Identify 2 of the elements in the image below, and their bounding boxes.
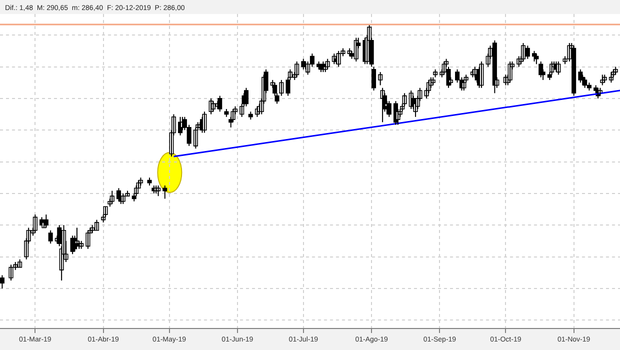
candlestick xyxy=(8,264,14,281)
candlestick xyxy=(147,177,152,186)
